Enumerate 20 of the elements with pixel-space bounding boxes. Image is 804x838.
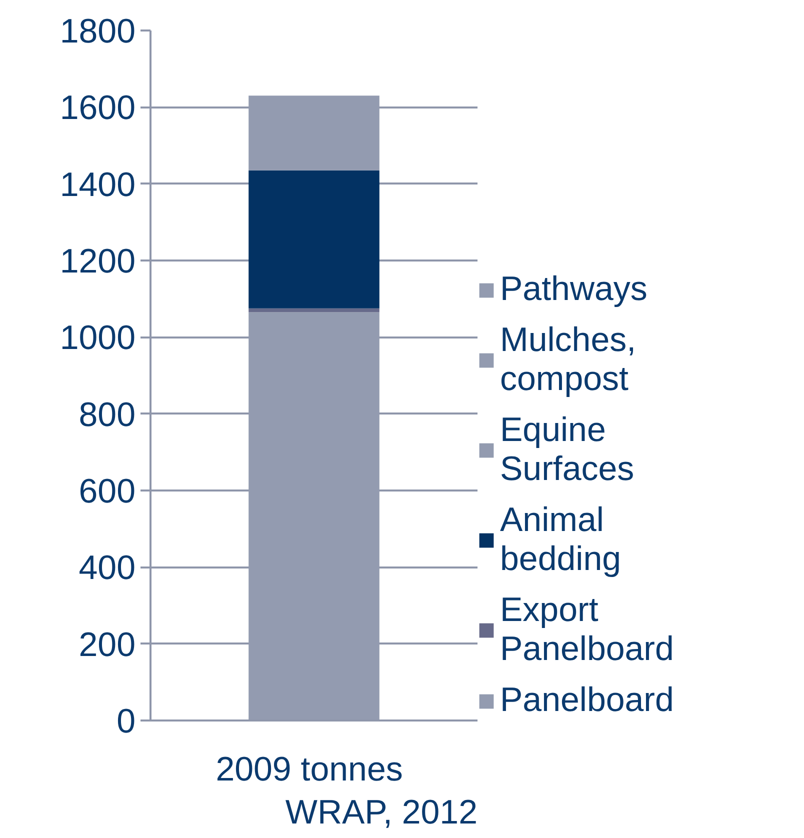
legend-label: Mulches, compost — [500, 321, 636, 399]
y-tick-label: 600 — [78, 472, 136, 510]
legend-label: Animal bedding — [500, 501, 622, 579]
y-tick-label: 200 — [78, 626, 136, 664]
y-tick-label: 1200 — [60, 242, 136, 280]
x-tick-label: 2009 tonnes — [216, 750, 403, 788]
y-tick-label: 1600 — [60, 89, 136, 128]
bar — [248, 308, 380, 312]
legend-label: Export Panelboard — [500, 591, 674, 669]
legend-label: Pathways — [500, 270, 648, 309]
y-tick-label: 800 — [78, 396, 136, 434]
y-tick-label: 1800 — [60, 12, 136, 50]
bar — [248, 170, 380, 308]
y-tick-label: 400 — [78, 549, 136, 588]
y-tick-label: 0 — [116, 702, 136, 740]
legend-label: Equine Surfaces — [500, 411, 634, 489]
text: WRAP, 2012 — [285, 794, 478, 832]
y-tick-label: 1400 — [60, 166, 136, 204]
legend-label: Panelboard — [500, 681, 674, 720]
y-tick-label: 1000 — [60, 319, 136, 358]
